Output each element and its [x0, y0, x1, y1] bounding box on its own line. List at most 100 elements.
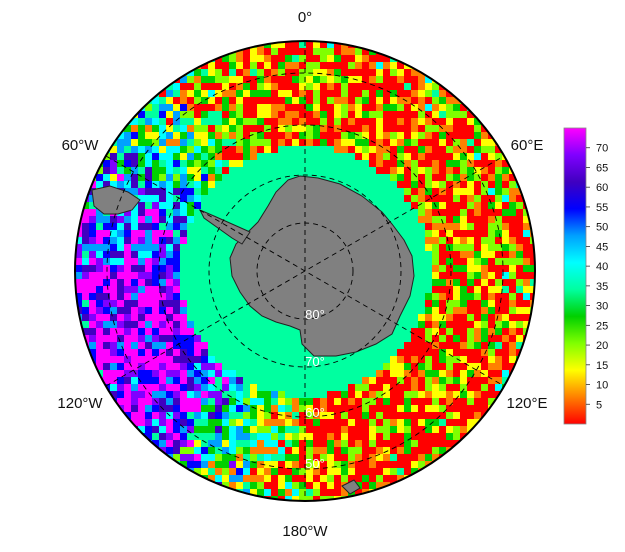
field-cell [411, 251, 419, 259]
field-cell [215, 363, 223, 371]
field-cell [173, 118, 181, 126]
field-cell [271, 139, 279, 147]
field-cell [439, 237, 447, 245]
field-cell [138, 153, 146, 161]
field-cell [124, 125, 132, 133]
field-cell [404, 167, 412, 175]
field-cell [299, 160, 307, 168]
field-cell [145, 223, 153, 231]
field-cell [215, 209, 223, 217]
field-cell [159, 160, 167, 168]
field-cell [201, 440, 209, 448]
field-cell [439, 195, 447, 203]
colorbar-tick-label: 40 [596, 261, 608, 273]
field-cell [152, 153, 160, 161]
field-cell [138, 209, 146, 217]
field-cell [208, 279, 216, 287]
field-cell [404, 90, 412, 98]
field-cell [243, 440, 251, 448]
field-cell [229, 279, 237, 287]
field-cell [411, 426, 419, 434]
field-cell [306, 489, 314, 497]
field-cell [229, 132, 237, 140]
field-cell [418, 321, 426, 329]
field-cell [432, 356, 440, 364]
field-cell [201, 216, 209, 224]
field-cell [530, 293, 535, 301]
field-cell [145, 209, 153, 217]
field-cell [264, 97, 272, 105]
field-cell [236, 426, 244, 434]
field-cell [264, 454, 272, 462]
field-cell [222, 111, 230, 119]
field-cell [502, 370, 510, 378]
field-cell [376, 132, 384, 140]
field-cell [453, 335, 461, 343]
field-cell [516, 300, 524, 308]
field-cell [376, 118, 384, 126]
field-cell [446, 174, 454, 182]
field-cell [229, 349, 237, 357]
field-cell [250, 167, 258, 175]
field-cell [299, 384, 307, 392]
field-cell [215, 335, 223, 343]
field-cell [446, 405, 454, 413]
field-cell [474, 153, 482, 161]
field-cell [152, 265, 160, 273]
field-cell [362, 384, 370, 392]
field-cell [348, 139, 356, 147]
field-cell [418, 202, 426, 210]
field-cell [75, 202, 83, 210]
field-cell [285, 167, 293, 175]
field-cell [124, 321, 132, 329]
field-cell [285, 482, 293, 490]
field-cell [264, 69, 272, 77]
field-cell [194, 209, 202, 217]
field-cell [502, 265, 510, 273]
field-cell [187, 377, 195, 385]
field-cell [180, 293, 188, 301]
field-cell [131, 251, 139, 259]
field-cell [446, 412, 454, 420]
field-cell [103, 167, 111, 175]
field-cell [320, 139, 328, 147]
field-cell [173, 356, 181, 364]
field-cell [348, 104, 356, 112]
field-cell [243, 314, 251, 322]
field-cell [523, 293, 531, 301]
field-cell [488, 307, 496, 315]
field-cell [376, 454, 384, 462]
field-cell [362, 363, 370, 371]
field-cell [292, 90, 300, 98]
field-cell [467, 279, 475, 287]
field-cell [467, 237, 475, 245]
field-cell [411, 272, 419, 280]
field-cell [236, 440, 244, 448]
field-cell [495, 279, 503, 287]
field-cell [320, 461, 328, 469]
field-cell [208, 433, 216, 441]
field-cell [180, 216, 188, 224]
antarctica-landmass [229, 175, 415, 357]
field-cell [222, 104, 230, 112]
colorbar-tick-label: 15 [596, 360, 608, 372]
field-cell [327, 167, 335, 175]
field-cell [425, 433, 433, 441]
field-cell [285, 139, 293, 147]
field-cell [453, 377, 461, 385]
field-cell [180, 132, 188, 140]
field-cell [425, 370, 433, 378]
field-cell [334, 489, 342, 497]
field-cell [474, 412, 482, 420]
field-cell [376, 111, 384, 119]
field-cell [481, 370, 489, 378]
field-cell [292, 412, 300, 420]
field-cell [299, 433, 307, 441]
field-cell [362, 496, 370, 501]
field-cell [488, 286, 496, 294]
field-cell [306, 139, 314, 147]
field-cell [530, 321, 535, 329]
field-cell [138, 188, 146, 196]
field-cell [222, 489, 230, 497]
field-cell [411, 405, 419, 413]
